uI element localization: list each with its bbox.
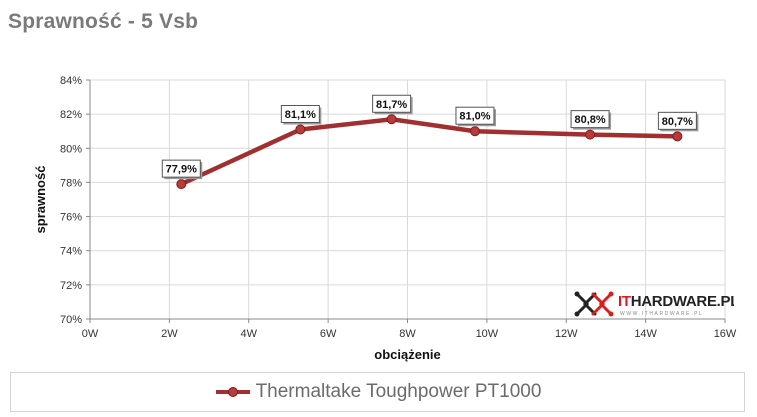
data-label: 80,7%: [657, 111, 699, 132]
axes: [86, 79, 726, 323]
data-label: 81,0%: [455, 106, 496, 127]
data-label-box: [372, 94, 412, 113]
x-tick-label: 0W: [82, 328, 99, 340]
data-point: [176, 179, 187, 190]
legend-entry: Thermaltake Toughpower PT1000: [255, 381, 542, 402]
watermark-sub: WWW.ITHARDWARE.PL: [620, 311, 703, 317]
chart-svg: 70% 72% 74% 76% 78% 80% 82% 84% 0W 2W 4W 6W 8W 10W 12W…: [33, 75, 737, 362]
data-point: [386, 114, 397, 125]
y-tick-label: 70%: [60, 314, 82, 326]
x-tick-label: 10W: [476, 328, 499, 340]
data-labels: 77,9% 81,1% 81,7% 81,0% 80,8% 80,7%: [161, 94, 699, 180]
data-label: 81,7%: [372, 94, 413, 115]
y-tick-label: 76%: [60, 212, 82, 224]
data-label-box: [280, 105, 320, 124]
y-tick-label: 74%: [60, 246, 82, 258]
data-label-text: 80,7%: [662, 116, 693, 128]
data-label-text: 81,1%: [285, 109, 316, 121]
watermark-brand: ITHARDWARE.PL: [618, 293, 734, 310]
x-tick-label: 4W: [241, 328, 258, 340]
data-label-text: 81,0%: [459, 111, 490, 123]
data-label-box: [455, 106, 495, 125]
data-label-text: 77,9%: [166, 164, 197, 176]
x-tick-label: 14W: [634, 328, 657, 340]
data-label-box: [570, 110, 610, 129]
data-point: [672, 131, 683, 142]
x-axis-title: obciążenie: [374, 347, 440, 362]
data-label: 80,8%: [570, 110, 612, 130]
x-tick-label: 12W: [555, 328, 578, 340]
grid-lines: [90, 79, 726, 319]
tick-labels: 70% 72% 74% 76% 78% 80% 82% 84% 0W 2W 4W 6W 8W 10W 12W…: [60, 75, 737, 340]
data-point: [295, 124, 306, 135]
data-label-box: [161, 159, 201, 178]
data-label-box: [657, 111, 697, 130]
watermark: ITHARDWARE.PL WWW.ITHARDWARE.PL: [574, 291, 734, 317]
x-tick-label: 6W: [320, 328, 337, 340]
data-label-text: 80,8%: [574, 114, 605, 126]
data-point: [585, 129, 596, 140]
y-tick-label: 80%: [60, 143, 82, 155]
y-axis-title: sprawność: [33, 166, 48, 234]
series-line: [179, 117, 680, 187]
y-tick-label: 82%: [60, 109, 82, 121]
legend: Thermaltake Toughpower PT1000: [10, 372, 745, 412]
x-tick-label: 8W: [399, 328, 416, 340]
x-tick-label: 2W: [161, 328, 178, 340]
series: [176, 114, 683, 190]
data-label: 81,1%: [280, 105, 322, 125]
y-tick-label: 78%: [60, 177, 82, 189]
data-label: 77,9%: [161, 159, 203, 180]
page-title: Sprawność - 5 Vsb: [8, 10, 199, 33]
watermark-logo-icon: [574, 291, 614, 317]
data-point: [469, 126, 480, 137]
data-label-text: 81,7%: [376, 99, 407, 111]
x-tick-label: 16W: [714, 328, 737, 340]
y-tick-label: 72%: [60, 280, 82, 292]
chart: 70% 72% 74% 76% 78% 80% 82% 84% 0W 2W 4W 6W 8W 10W 12W…: [0, 60, 757, 417]
y-tick-label: 84%: [60, 75, 82, 87]
legend-swatch-icon: [215, 387, 250, 397]
